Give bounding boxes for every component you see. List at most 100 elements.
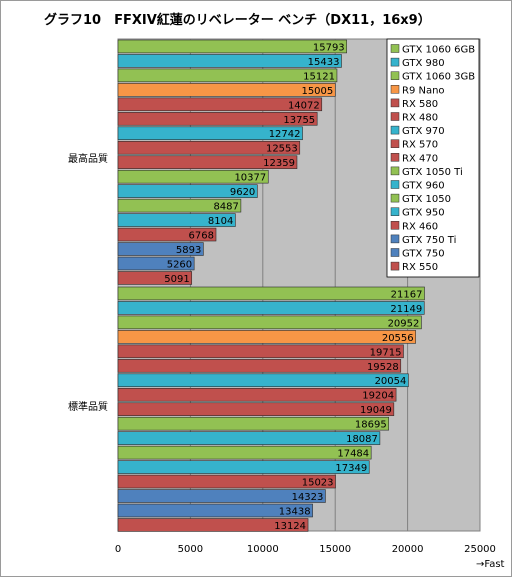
x-axis-label: →Fast (476, 559, 505, 570)
legend-swatch (390, 85, 400, 94)
data-label: 21167 (391, 289, 423, 300)
bar-gtx-750-ti (117, 242, 204, 256)
data-label: 9620 (230, 187, 255, 198)
bar-gtx-1060-3gb (117, 68, 338, 83)
x-tick-label: 5000 (178, 544, 203, 555)
bar-gtx-1050-ti (117, 416, 390, 431)
legend-entry: GTX 1050 Ti (402, 167, 463, 178)
data-label: 18695 (355, 420, 387, 431)
bar-rx-470 (117, 155, 298, 169)
legend-entry: RX 470 (402, 153, 438, 164)
legend-swatch (390, 125, 400, 135)
bar-gtx-1060-6gb (117, 39, 347, 54)
bar-rx-480 (117, 359, 402, 373)
data-label: 20556 (382, 333, 414, 344)
legend-swatch (390, 139, 400, 148)
legend: GTX 1060 6GB GTX 980 GTX 1060 3GB R9 Nano RX… (386, 38, 480, 278)
legend-swatch (390, 44, 400, 53)
bar-rx-550 (117, 518, 309, 532)
legend-entry: GTX 750 (402, 249, 445, 260)
data-label: 8487 (213, 202, 238, 213)
bars (117, 39, 425, 532)
bar-r9-nano (117, 330, 416, 344)
legend-swatch (390, 193, 400, 203)
legend-entry: R9 Nano (402, 85, 445, 96)
bar-r9-nano (117, 83, 336, 97)
data-label: 20952 (388, 318, 420, 329)
bar-rx-570 (117, 140, 301, 155)
legend-swatch (390, 166, 400, 176)
x-tick-label: 15000 (319, 544, 351, 555)
bar-gtx-950 (117, 213, 236, 227)
bar-rx-460 (117, 474, 336, 489)
x-tick-label: 25000 (464, 544, 496, 555)
bar-gtx-980 (117, 301, 425, 315)
data-label: 15793 (313, 42, 345, 53)
data-label: 10377 (234, 173, 266, 184)
legend-swatch (390, 261, 400, 271)
data-label: 6768 (189, 231, 214, 242)
category-label: 最高品質 (68, 152, 108, 165)
bar-gtx-1060-6gb (117, 286, 425, 301)
data-label: 13755 (283, 115, 315, 126)
legend-entry: RX 550 (402, 262, 438, 273)
data-label: 13438 (279, 506, 311, 517)
data-label: 18087 (346, 434, 378, 445)
x-tick-label: 0 (115, 544, 121, 555)
bar-gtx-950 (117, 460, 370, 474)
data-label: 8104 (208, 216, 233, 227)
bar-rx-460 (117, 227, 217, 242)
data-label: 12742 (269, 129, 301, 140)
legend-entry: GTX 1050 (402, 194, 451, 205)
bar-gtx-960 (117, 184, 258, 198)
data-label: 15023 (302, 478, 334, 489)
bar-rx-570 (117, 387, 397, 402)
legend-entry: GTX 750 Ti (402, 235, 456, 246)
bar-gtx-1050 (117, 445, 372, 460)
data-label: 15005 (301, 86, 333, 97)
legend-swatch (390, 57, 400, 67)
bar-rx-580 (117, 97, 323, 112)
data-label: 17484 (337, 449, 369, 460)
legend-entry: GTX 980 (402, 58, 445, 69)
legend-entry: GTX 970 (402, 126, 445, 137)
legend-swatch (390, 180, 400, 189)
data-label: 21149 (390, 304, 422, 315)
bar-rx-550 (117, 271, 193, 285)
data-label: 12553 (266, 144, 298, 155)
bar-rx-480 (117, 112, 318, 126)
data-label: 15433 (308, 57, 340, 68)
legend-entry: GTX 960 (402, 181, 445, 192)
data-label: 12359 (263, 158, 295, 169)
legend-entry: RX 580 (402, 99, 438, 110)
legend-box (386, 38, 480, 278)
data-label: 15121 (303, 71, 335, 82)
legend-entry: RX 570 (402, 140, 438, 151)
bar-gtx-1060-3gb (117, 315, 422, 330)
legend-swatch (390, 207, 400, 216)
legend-entry: GTX 1060 6GB (402, 45, 475, 56)
data-label: 19204 (362, 391, 394, 402)
bar-rx-580 (117, 344, 404, 359)
bar-gtx-750-ti (117, 489, 326, 503)
bar-gtx-1050 (117, 198, 242, 213)
bar-gtx-970 (117, 126, 303, 141)
data-label: 19528 (367, 362, 399, 373)
bar-gtx-1050-ti (117, 169, 269, 184)
data-label: 14072 (288, 100, 320, 111)
bar-gtx-980 (117, 54, 342, 68)
data-label: 14323 (292, 492, 324, 503)
data-label: 20054 (375, 376, 407, 387)
data-labels: 15793 15433 15121 15005 14072 13755 12742 12553… (164, 42, 422, 532)
legend-swatch (390, 153, 400, 162)
legend-swatch (390, 112, 400, 121)
legend-swatch (390, 71, 400, 80)
legend-entry: RX 460 (402, 221, 438, 232)
data-label: 19715 (370, 347, 402, 358)
x-tick-label: 20000 (392, 544, 424, 555)
x-axis-ticks: 0 5000 10000 15000 20000 25000 (115, 544, 496, 555)
x-tick-label: 10000 (247, 544, 279, 555)
data-label: 5893 (176, 245, 201, 256)
